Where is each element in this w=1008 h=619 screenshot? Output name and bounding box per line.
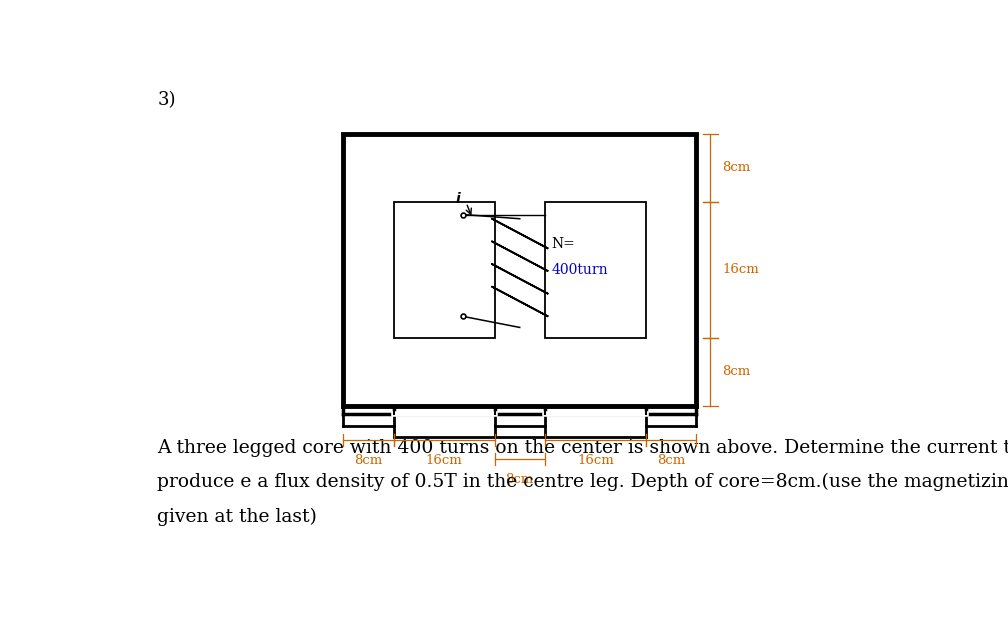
Bar	[393, 202, 495, 337]
Text: given at the last): given at the last)	[157, 508, 318, 526]
Text: 8cm: 8cm	[657, 454, 685, 467]
Text: 8cm: 8cm	[506, 473, 534, 486]
FancyBboxPatch shape	[343, 134, 697, 405]
Text: N=: N=	[551, 237, 575, 251]
Text: 400turn: 400turn	[551, 264, 608, 277]
Text: A three legged core with 400 turns on the center is shown above. Determine the c: A three legged core with 400 turns on th…	[157, 439, 1008, 457]
Text: 8cm: 8cm	[722, 365, 750, 378]
Text: 16cm: 16cm	[425, 454, 463, 467]
Text: 3): 3)	[157, 91, 175, 109]
Bar	[545, 202, 646, 337]
Text: i: i	[456, 192, 461, 206]
Text: 8cm: 8cm	[354, 454, 382, 467]
Text: 16cm: 16cm	[577, 454, 614, 467]
Text: 8cm: 8cm	[722, 162, 750, 175]
Text: 16cm: 16cm	[722, 263, 759, 276]
Text: produce e a flux density of 0.5T in the centre leg. Depth of core=8cm.(use the m: produce e a flux density of 0.5T in the …	[157, 473, 1008, 491]
